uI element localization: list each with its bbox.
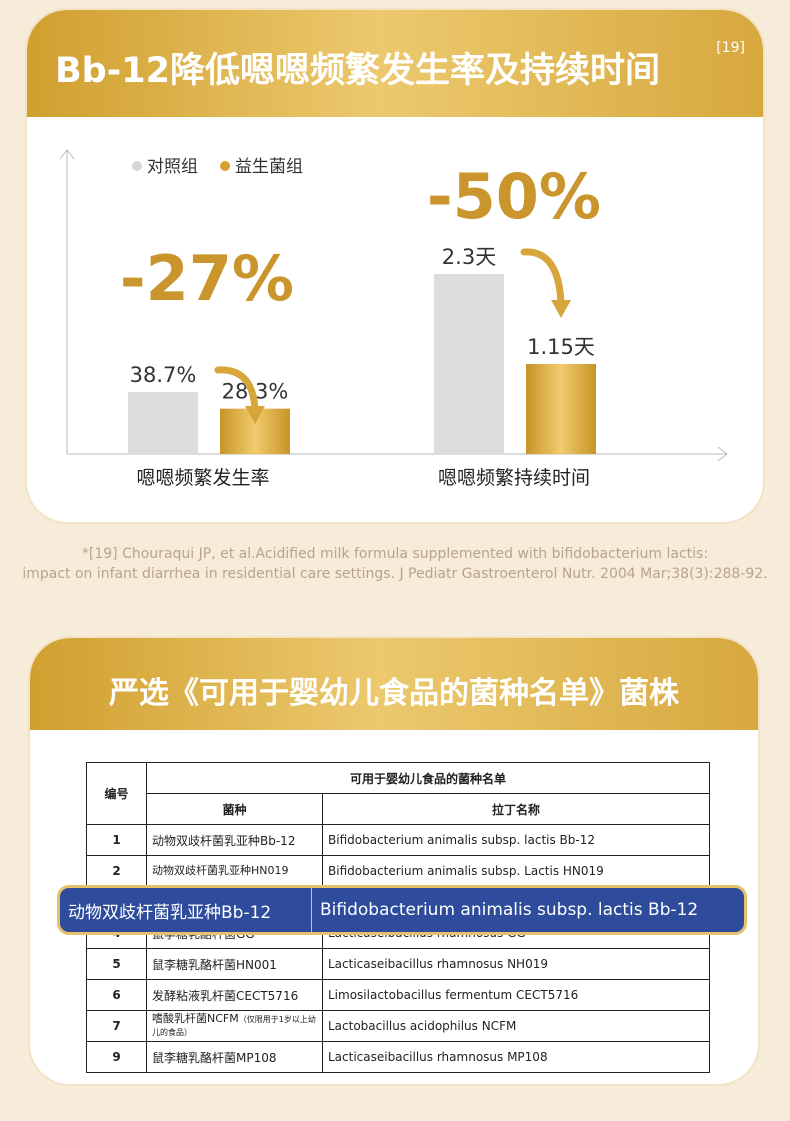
- list-title-header: 可用于婴幼儿食品的菌种名单: [146, 762, 710, 794]
- value-label-control-1: 2.3天: [442, 245, 496, 269]
- panel2-title: 严选《可用于婴幼儿食品的菌种名单》菌株: [109, 676, 679, 711]
- col-num-header: 编号: [86, 762, 147, 825]
- legend-label-1: 益生菌组: [235, 157, 303, 177]
- row-latin: Limosilactobacillus fermentum CECT5716: [322, 979, 710, 1011]
- change-label-1: -50%: [427, 160, 601, 233]
- row-num: 7: [86, 1010, 147, 1042]
- row-num: 6: [86, 979, 147, 1011]
- row-cn: 鼠李糖乳酪杆菌HN001: [146, 948, 323, 980]
- strain-table: 编号 可用于婴幼儿食品的菌种名单 菌种 拉丁名称 1 动物双歧杆菌乳亚种Bb-1…: [86, 762, 710, 1073]
- strain-list-panel: 严选《可用于婴幼儿食品的菌种名单》菌株 编号 可用于婴幼儿食品的菌种名单 菌种 …: [30, 638, 758, 1084]
- highlighted-strain: 动物双歧杆菌乳亚种Bb-12 Bifidobacterium animalis …: [57, 885, 747, 935]
- bar-control-0: [128, 392, 198, 454]
- row-cn: 嗜酸乳杆菌NCFM（仅限用于1岁以上幼儿的食品）: [146, 1010, 323, 1042]
- panel1-title: Bb-12降低嗯嗯频繁发生率及持续时间: [55, 51, 660, 91]
- y-axis-arrow: [59, 149, 75, 160]
- table-row: 7 嗜酸乳杆菌NCFM（仅限用于1岁以上幼儿的食品） Lactobacillus…: [86, 1010, 710, 1042]
- change-arrow-1: [520, 248, 565, 308]
- change-arrow-head-0: [245, 406, 265, 424]
- bb12-results-panel: Bb-12降低嗯嗯频繁发生率及持续时间 [19] 对照组 益生菌组 38.7% 28.…: [27, 10, 763, 522]
- table-row: 6 发酵粘液乳杆菌CECT5716 Limosilactobacillus fe…: [86, 979, 710, 1011]
- legend-swatch-1: [220, 161, 230, 171]
- reference-note: *[19] Chouraqui JP, et al.Acidified milk…: [0, 544, 790, 584]
- reference-marker: [19]: [716, 40, 745, 56]
- panel1-header: Bb-12降低嗯嗯频繁发生率及持续时间 [19]: [27, 10, 763, 117]
- col-cn-header: 菌种: [146, 793, 323, 825]
- highlight-cn: 动物双歧杆菌乳亚种Bb-12: [60, 888, 312, 932]
- row-cn: 发酵粘液乳杆菌CECT5716: [146, 979, 323, 1011]
- value-label-probiotic-1: 1.15天: [527, 335, 595, 359]
- category-label-0: 嗯嗯频繁发生率: [136, 467, 269, 489]
- row-num: 2: [86, 855, 147, 887]
- row-cn: 动物双歧杆菌乳亚种Bb-12: [146, 824, 323, 856]
- highlight-latin: Bifidobacterium animalis subsp. lactis B…: [320, 900, 699, 920]
- row-latin: Lacticaseibacillus rhamnosus MP108: [322, 1041, 710, 1073]
- change-arrow-head-1: [551, 300, 571, 318]
- row-latin: Bifidobacterium animalis subsp. Lactis H…: [322, 855, 710, 887]
- row-cn-text: 动物双歧杆菌乳亚种HN019: [152, 864, 289, 877]
- table-row: 9 鼠李糖乳酪杆菌MP108 Lacticaseibacillus rhamno…: [86, 1041, 710, 1073]
- reference-line-1: *[19] Chouraqui JP, et al.Acidified milk…: [81, 546, 709, 562]
- legend-label-0: 对照组: [147, 157, 198, 177]
- table-row: 2 动物双歧杆菌乳亚种HN019 Bifidobacterium animali…: [86, 855, 710, 887]
- table-row: 1 动物双歧杆菌乳亚种Bb-12 Bifidobacterium animali…: [86, 824, 710, 856]
- row-num: 1: [86, 824, 147, 856]
- category-label-1: 嗯嗯频繁持续时间: [438, 467, 590, 489]
- value-label-control-0: 38.7%: [130, 363, 197, 387]
- change-arrow-0: [214, 366, 259, 414]
- bar-chart: 对照组 益生菌组38.7%28.3%-27%嗯嗯频繁发生率2.3天1.15天-50…: [59, 149, 728, 489]
- row-latin: Bifidobacterium animalis subsp. lactis B…: [322, 824, 710, 856]
- row-num: 9: [86, 1041, 147, 1073]
- row-cn: 动物双歧杆菌乳亚种HN019: [146, 855, 323, 887]
- row-cn-text: 嗜酸乳杆菌NCFM: [152, 1012, 239, 1025]
- reference-line-2: impact on infant diarrhea in residential…: [22, 566, 768, 582]
- x-axis-arrow: [717, 446, 728, 462]
- bar-probiotic-1: [526, 364, 596, 454]
- row-num: 5: [86, 948, 147, 980]
- panel2-header: 严选《可用于婴幼儿食品的菌种名单》菌株: [30, 638, 758, 730]
- row-note: （仅限用于1岁以上幼儿的食品）: [152, 1015, 316, 1037]
- row-latin: Lactobacillus acidophilus NCFM: [322, 1010, 710, 1042]
- bar-control-1: [434, 274, 504, 454]
- change-label-0: -27%: [120, 242, 294, 315]
- table-row: 5 鼠李糖乳酪杆菌HN001 Lacticaseibacillus rhamno…: [86, 948, 710, 980]
- col-latin-header: 拉丁名称: [322, 793, 710, 825]
- row-cn: 鼠李糖乳酪杆菌MP108: [146, 1041, 323, 1073]
- row-latin: Lacticaseibacillus rhamnosus NH019: [322, 948, 710, 980]
- legend-swatch-0: [132, 161, 142, 171]
